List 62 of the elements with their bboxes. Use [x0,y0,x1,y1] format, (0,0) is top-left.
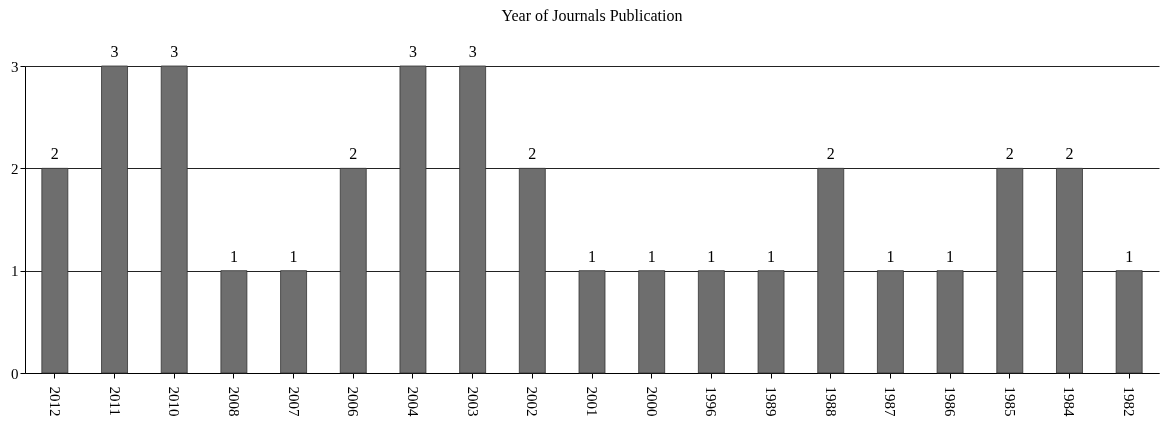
bar [697,270,725,374]
x-tick-label: 1987 [882,386,899,417]
bar [280,270,307,374]
bar [518,167,546,374]
data-label: 1 [588,247,596,265]
bar [399,65,427,374]
bar [638,270,666,374]
y-tick-label: 0 [11,365,19,382]
x-tick-label: 2001 [584,386,600,417]
x-tick-label: 2000 [643,386,660,417]
x-tick-label: 2010 [166,386,183,417]
data-label: 2 [528,145,537,163]
x-tick-label: 2008 [225,386,242,417]
data-label: 1 [289,247,298,265]
bar [877,270,904,374]
x-tick-label: 1984 [1061,386,1078,417]
data-label: 2 [349,145,358,163]
data-label: 1 [1125,247,1134,265]
bar [1115,270,1143,374]
x-tick-label: 1985 [1001,386,1018,417]
bar [41,167,69,374]
data-label: 2 [826,145,835,163]
data-label: 1 [707,247,716,265]
bar [817,167,845,374]
x-tick-label: 1989 [763,386,780,417]
bar [1056,167,1083,374]
bar [220,270,248,374]
bar [459,65,487,374]
chart-title: Year of Journals Publication [501,7,683,24]
data-label: 1 [946,247,955,265]
data-label: 2 [1005,145,1014,163]
bar [578,270,606,374]
x-tick-label: 2002 [524,386,541,417]
data-label: 3 [170,43,179,60]
x-tick-label: 1982 [1121,386,1138,417]
data-label: 1 [647,247,656,265]
data-label: 1 [767,247,776,265]
bar [936,270,964,374]
y-tick-label: 3 [11,58,19,75]
x-tick-label: 1986 [942,386,959,417]
x-tick-label: 2003 [464,386,481,417]
x-tick-label: 2006 [345,386,362,417]
bar [757,270,785,374]
data-label: 3 [408,43,417,60]
bar [339,167,367,374]
bar [101,65,128,374]
bar [996,167,1024,374]
data-label: 3 [468,43,477,60]
x-tick-label: 2012 [46,386,63,417]
x-tick-label: 1996 [703,386,720,417]
y-tick-label: 1 [11,263,19,280]
x-tick-label: 1988 [822,386,839,417]
x-tick-label: 2007 [285,386,302,417]
data-label: 3 [110,43,119,60]
data-label: 2 [1065,145,1074,163]
data-label: 1 [229,247,238,265]
x-tick-label: 2011 [106,386,123,416]
x-tick-label: 2004 [404,386,421,417]
data-label: 1 [886,247,895,265]
y-tick-label: 2 [11,160,19,177]
bar [160,65,188,374]
data-label: 2 [50,145,59,163]
